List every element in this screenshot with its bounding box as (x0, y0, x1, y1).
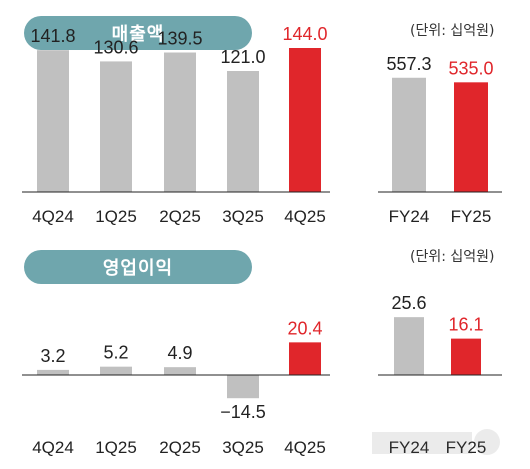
revenue-quarterly-bar-3q25 (227, 71, 259, 192)
op-income-quarterly-value-label: 5.2 (103, 343, 128, 363)
op-income-quarterly-bar-4q25 (289, 342, 321, 375)
revenue-quarterly-category-label: 3Q25 (222, 207, 264, 226)
revenue-annual-value-label: 557.3 (386, 54, 431, 74)
revenue-quarterly-bar-4q24 (37, 50, 69, 193)
revenue-quarterly-bar-1q25 (100, 61, 132, 193)
op-income-annual-bar-fy25 (451, 338, 481, 375)
op-income-quarterly-category-label: 1Q25 (95, 438, 137, 457)
revenue-quarterly-category-label: 4Q24 (32, 207, 74, 226)
op-income-annual-value-label: 25.6 (391, 293, 426, 313)
op-income-quarterly-bar-3q25 (227, 375, 259, 399)
revenue-quarterly-category-label: 4Q25 (284, 207, 326, 226)
op-income-quarterly-bar-1q25 (100, 366, 132, 375)
op-income-quarterly-value-label: 20.4 (287, 318, 322, 338)
op-income-quarterly-category-label: 4Q24 (32, 438, 74, 457)
revenue-quarterly-value-label: 141.8 (30, 26, 75, 46)
revenue-unit-label: (단위: 십억원) (410, 23, 495, 39)
revenue-annual-category-label: FY24 (389, 207, 430, 226)
op-income-title-pill: 영업이익 (24, 250, 252, 284)
op-income-quarterly-bar-4q24 (37, 369, 69, 375)
revenue-annual-bar-fy24 (392, 77, 426, 192)
op-income-annual-bar-fy24 (394, 317, 424, 375)
revenue-annual-value-label: 535.0 (448, 58, 493, 78)
revenue-quarterly-value-label: 139.5 (157, 29, 202, 49)
op-income-quarterly-value-label: 4.9 (167, 343, 192, 363)
revenue-annual-category-label: FY25 (451, 207, 492, 226)
revenue-quarterly-bar-2q25 (164, 52, 196, 192)
revenue-quarterly-category-label: 1Q25 (95, 207, 137, 226)
op-income-quarterly-bar-2q25 (164, 367, 196, 375)
revenue-annual-bar-fy25 (454, 82, 488, 192)
op-income-annual-category-label: FY24 (389, 438, 430, 457)
op-income-annual-value-label: 16.1 (448, 315, 483, 335)
revenue-quarterly-value-label: 130.6 (93, 37, 138, 57)
op-income-quarterly-value-label: −14.5 (220, 402, 266, 422)
op-income-quarterly-value-label: 3.2 (40, 346, 65, 366)
revenue-title-pill: 매출액 (24, 16, 252, 50)
op-income-unit-label: (단위: 십억원) (410, 249, 495, 265)
op-income-annual-category-label: FY25 (446, 438, 487, 457)
op-income-quarterly-category-label: 3Q25 (222, 438, 264, 457)
op-income-quarterly-category-label: 4Q25 (284, 438, 326, 457)
watermark-logo (372, 412, 502, 462)
revenue-quarterly-value-label: 121.0 (220, 47, 265, 67)
op-income-quarterly-category-label: 2Q25 (159, 438, 201, 457)
revenue-quarterly-value-label: 144.0 (282, 24, 327, 44)
revenue-quarterly-bar-4q25 (289, 48, 321, 192)
revenue-quarterly-category-label: 2Q25 (159, 207, 201, 226)
